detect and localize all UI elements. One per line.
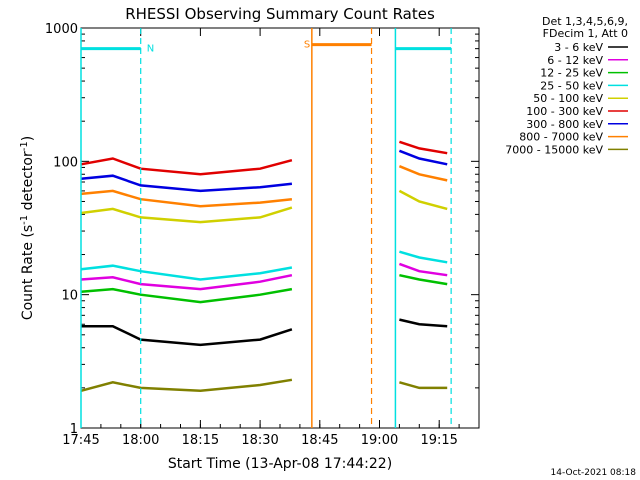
y-tick-label: 1 [70,422,78,437]
legend-header: Det 1,3,4,5,6,9,FDecim 1, Att 0 [542,15,628,40]
footer-date: 14-Oct-2021 08:18 [551,468,637,478]
x-tick-label: 19:00 [361,433,398,448]
x-tick-label: 17:45 [62,433,99,448]
legend-label: 12 - 25 keV [540,67,603,80]
y-axis-label-sup1: -1 [19,215,30,225]
legend-label: 100 - 300 keV [526,105,603,118]
series-line-4 [80,189,448,224]
series-line-3 [80,250,448,281]
y-axis-label-sup2: -1 [19,141,30,151]
x-tick-label: 18:15 [182,433,219,448]
legend-label: 3 - 6 keV [554,41,603,54]
series-line-1 [80,262,448,291]
legend-label: 50 - 100 keV [533,92,603,105]
x-axis-label: Start Time (13-Apr-08 17:44:22) [168,456,392,472]
y-tick-label: 10 [61,289,78,304]
legend-header-line: FDecim 1, Att 0 [543,27,628,40]
y-tick-label: 100 [53,155,78,170]
annotation-label: N [147,44,154,55]
legend-label: 300 - 800 keV [526,118,603,131]
legend-label: 25 - 50 keV [540,79,603,92]
x-tick-label: 18:45 [301,433,338,448]
chart-title: RHESSI Observing Summary Count Rates [125,5,435,23]
series-line-0 [81,318,448,347]
y-axis-label-main: Count Rate (s [20,225,36,320]
legend-label: 800 - 7000 keV [519,131,603,144]
series-line-7 [80,165,448,208]
legend-label: 6 - 12 keV [547,54,603,67]
x-tick-label: 19:15 [420,433,457,448]
y-axis-label-mid: detector [20,151,36,215]
axes: 1 10 100 1000 17:45 18:00 18:15 18:30 18:45 19:00… [45,22,480,448]
legend-header-line: Det 1,3,4,5,6,9, [542,15,628,28]
series-line-8 [80,378,448,393]
x-tick-label: 18:30 [241,433,278,448]
legend-label: 7000 - 15000 keV [505,143,603,156]
x-tick-label: 18:00 [122,433,159,448]
series-line-2 [80,273,448,304]
series-group [80,140,448,393]
y-axis-label: Count Rate (s-1 detector-1) [19,136,36,320]
series-line-6 [80,149,448,193]
annotation-label: S [304,40,310,51]
y-axis-label-end: ) [20,136,36,141]
series-line-5 [80,140,448,176]
y-tick-label: 1000 [45,22,78,37]
